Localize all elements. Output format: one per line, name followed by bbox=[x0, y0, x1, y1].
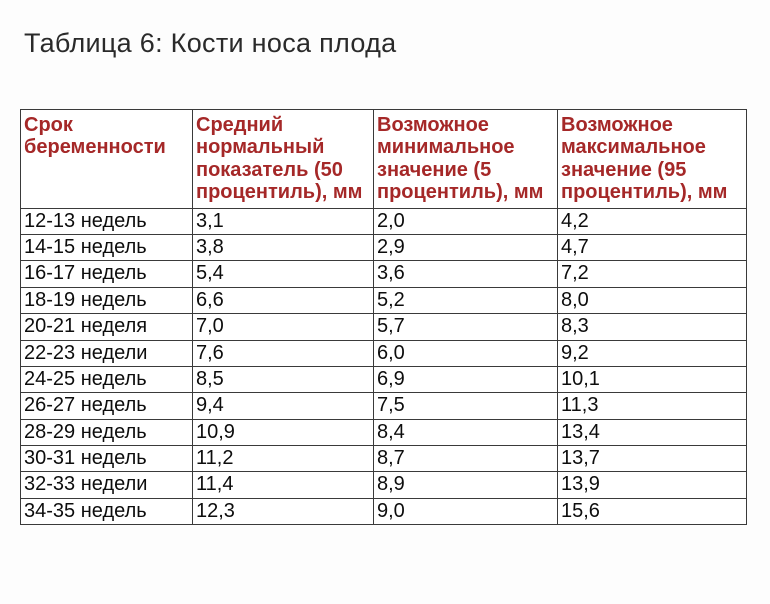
table-row: 26-27 недель9,47,511,3 bbox=[21, 393, 747, 419]
table-cell: 16-17 недель bbox=[21, 261, 193, 287]
table-row: 18-19 недель6,65,28,0 bbox=[21, 287, 747, 313]
table-cell: 8,9 bbox=[374, 472, 558, 498]
table-cell: 9,4 bbox=[193, 393, 374, 419]
col-header: Возможное минимальное значение (5 процен… bbox=[374, 110, 558, 209]
table-cell: 9,2 bbox=[558, 340, 747, 366]
table-row: 14-15 недель3,82,94,7 bbox=[21, 234, 747, 260]
table-cell: 4,7 bbox=[558, 234, 747, 260]
table-cell: 6,9 bbox=[374, 366, 558, 392]
table-body: 12-13 недель3,12,04,214-15 недель3,82,94… bbox=[21, 208, 747, 525]
table-cell: 12,3 bbox=[193, 498, 374, 524]
table-title: Таблица 6: Кости носа плода bbox=[24, 28, 750, 59]
table-row: 34-35 недель12,39,015,6 bbox=[21, 498, 747, 524]
table-cell: 7,5 bbox=[374, 393, 558, 419]
table-cell: 5,2 bbox=[374, 287, 558, 313]
table-row: 12-13 недель3,12,04,2 bbox=[21, 208, 747, 234]
table-cell: 8,3 bbox=[558, 314, 747, 340]
table-cell: 5,4 bbox=[193, 261, 374, 287]
col-header: Средний нормальный показатель (50 процен… bbox=[193, 110, 374, 209]
table-cell: 22-23 недели bbox=[21, 340, 193, 366]
table-cell: 7,2 bbox=[558, 261, 747, 287]
table-cell: 28-29 недель bbox=[21, 419, 193, 445]
table-cell: 26-27 недель bbox=[21, 393, 193, 419]
table-header-row: Срок беременности Средний нормальный пок… bbox=[21, 110, 747, 209]
table-cell: 12-13 недель bbox=[21, 208, 193, 234]
table-row: 32-33 недели11,48,913,9 bbox=[21, 472, 747, 498]
table-cell: 7,6 bbox=[193, 340, 374, 366]
col-header: Возможное максимальное значение (95 проц… bbox=[558, 110, 747, 209]
table-row: 16-17 недель5,43,67,2 bbox=[21, 261, 747, 287]
table-cell: 3,1 bbox=[193, 208, 374, 234]
table-cell: 13,7 bbox=[558, 446, 747, 472]
table-row: 30-31 недель11,28,713,7 bbox=[21, 446, 747, 472]
table-cell: 2,0 bbox=[374, 208, 558, 234]
table-cell: 6,0 bbox=[374, 340, 558, 366]
table-cell: 10,9 bbox=[193, 419, 374, 445]
table-cell: 8,0 bbox=[558, 287, 747, 313]
table-cell: 24-25 недель bbox=[21, 366, 193, 392]
table-cell: 7,0 bbox=[193, 314, 374, 340]
table-cell: 15,6 bbox=[558, 498, 747, 524]
table-cell: 11,3 bbox=[558, 393, 747, 419]
table-cell: 8,5 bbox=[193, 366, 374, 392]
table-cell: 8,4 bbox=[374, 419, 558, 445]
table-cell: 6,6 bbox=[193, 287, 374, 313]
table-cell: 3,8 bbox=[193, 234, 374, 260]
table-cell: 14-15 недель bbox=[21, 234, 193, 260]
table-cell: 11,2 bbox=[193, 446, 374, 472]
table-cell: 5,7 bbox=[374, 314, 558, 340]
table-cell: 2,9 bbox=[374, 234, 558, 260]
table-cell: 32-33 недели bbox=[21, 472, 193, 498]
table-row: 28-29 недель10,98,413,4 bbox=[21, 419, 747, 445]
table-row: 22-23 недели7,66,09,2 bbox=[21, 340, 747, 366]
col-header: Срок беременности bbox=[21, 110, 193, 209]
table-cell: 11,4 bbox=[193, 472, 374, 498]
table-cell: 18-19 недель bbox=[21, 287, 193, 313]
table-cell: 13,4 bbox=[558, 419, 747, 445]
table-cell: 30-31 недель bbox=[21, 446, 193, 472]
table-cell: 3,6 bbox=[374, 261, 558, 287]
table-cell: 4,2 bbox=[558, 208, 747, 234]
table-cell: 8,7 bbox=[374, 446, 558, 472]
data-table: Срок беременности Средний нормальный пок… bbox=[20, 109, 747, 525]
table-cell: 10,1 bbox=[558, 366, 747, 392]
table-row: 24-25 недель8,56,910,1 bbox=[21, 366, 747, 392]
table-row: 20-21 неделя7,05,78,3 bbox=[21, 314, 747, 340]
table-cell: 20-21 неделя bbox=[21, 314, 193, 340]
table-cell: 34-35 недель bbox=[21, 498, 193, 524]
table-cell: 9,0 bbox=[374, 498, 558, 524]
table-cell: 13,9 bbox=[558, 472, 747, 498]
